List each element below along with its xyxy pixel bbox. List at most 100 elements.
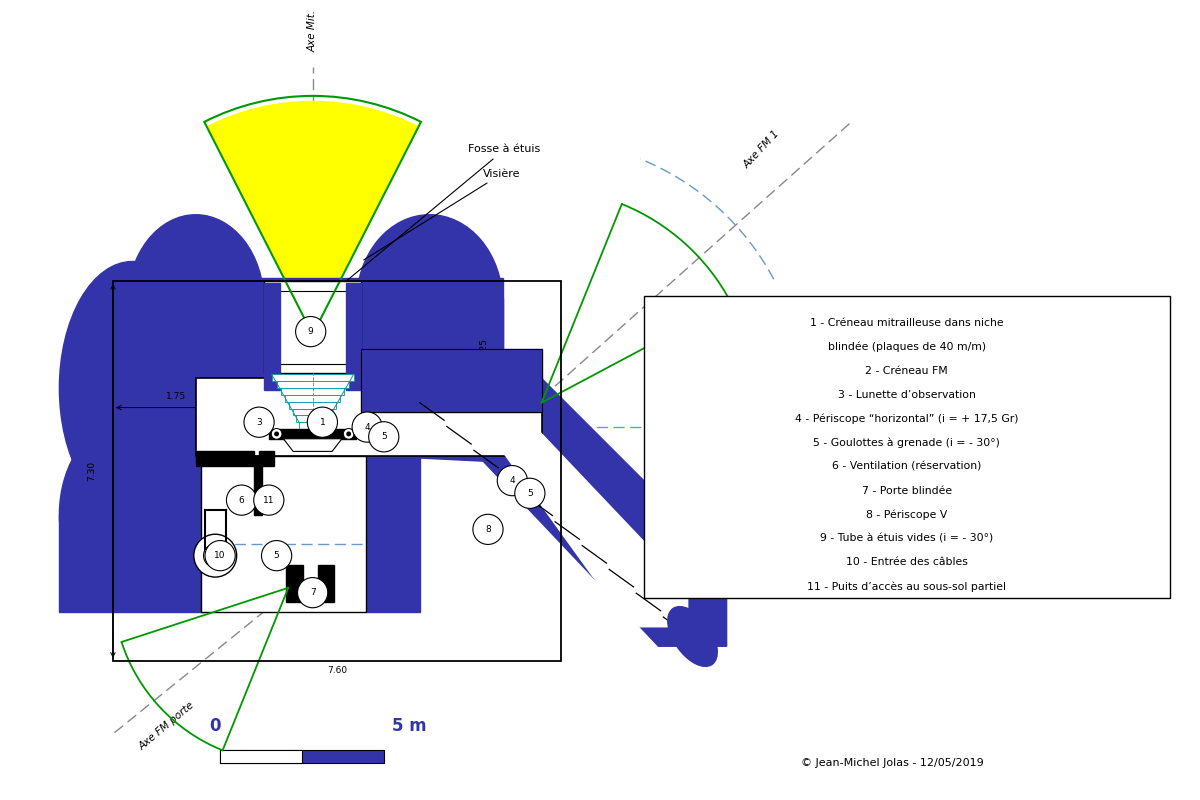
Text: 2 - Créneau FM: 2 - Créneau FM: [865, 366, 948, 376]
Bar: [361, 378, 503, 456]
Circle shape: [205, 541, 235, 570]
Text: Fosse à étuis: Fosse à étuis: [340, 145, 541, 287]
Text: Axe FM 1: Axe FM 1: [742, 129, 781, 170]
Text: 10: 10: [215, 551, 226, 560]
Bar: [220, 750, 384, 762]
Text: blindée (plaques de 40 m/m): blindée (plaques de 40 m/m): [828, 342, 986, 352]
Circle shape: [271, 429, 282, 439]
Text: 1.25: 1.25: [479, 337, 487, 357]
Text: 1.75: 1.75: [167, 392, 186, 401]
Bar: [361, 349, 541, 413]
Ellipse shape: [127, 214, 264, 390]
Text: 4: 4: [510, 476, 515, 485]
Circle shape: [274, 431, 280, 436]
Text: 3 - Lunette d’observation: 3 - Lunette d’observation: [838, 390, 976, 400]
Text: © Jean-Michel Jolas - 12/05/2019: © Jean-Michel Jolas - 12/05/2019: [800, 758, 984, 768]
Text: Visière: Visière: [364, 169, 521, 260]
Text: 1.25: 1.25: [290, 392, 311, 401]
Bar: [287, 566, 302, 602]
Circle shape: [253, 485, 284, 515]
Bar: [289, 402, 336, 409]
Bar: [269, 429, 356, 438]
Bar: [196, 451, 254, 466]
Bar: [196, 378, 541, 456]
Text: Axe Mit.: Axe Mit.: [307, 10, 318, 52]
Bar: [361, 349, 541, 413]
Bar: [254, 456, 262, 514]
Bar: [127, 378, 269, 456]
Ellipse shape: [667, 606, 718, 666]
Bar: [264, 281, 361, 374]
Text: 7 - Porte blindée: 7 - Porte blindée: [862, 486, 952, 496]
Bar: [264, 283, 280, 390]
Bar: [132, 388, 210, 514]
Text: 5: 5: [274, 551, 280, 560]
Text: 6: 6: [239, 496, 245, 505]
Bar: [299, 422, 326, 429]
Bar: [286, 395, 340, 402]
Circle shape: [368, 422, 398, 452]
Text: 1.75: 1.75: [442, 392, 462, 401]
Text: 7.60: 7.60: [326, 666, 347, 675]
Circle shape: [473, 514, 503, 545]
Bar: [356, 298, 503, 390]
Circle shape: [295, 317, 325, 346]
Circle shape: [298, 578, 328, 608]
Bar: [271, 374, 354, 382]
Text: 0: 0: [210, 717, 221, 735]
Bar: [282, 388, 344, 395]
Bar: [318, 566, 334, 602]
Text: 7.30: 7.30: [88, 461, 96, 481]
Ellipse shape: [59, 262, 205, 514]
Polygon shape: [283, 438, 342, 451]
Circle shape: [343, 429, 354, 439]
Circle shape: [262, 541, 292, 570]
Text: 11: 11: [263, 496, 275, 505]
Text: 11 - Puits d’accès au sous-sol partiel: 11 - Puits d’accès au sous-sol partiel: [808, 582, 1007, 592]
Polygon shape: [410, 398, 688, 626]
Text: 7: 7: [310, 588, 316, 597]
Circle shape: [352, 412, 383, 442]
Polygon shape: [385, 378, 727, 646]
Bar: [220, 750, 302, 762]
Bar: [366, 456, 420, 612]
Ellipse shape: [59, 418, 205, 612]
Bar: [127, 298, 264, 390]
Text: 8 - Périscope V: 8 - Périscope V: [866, 510, 948, 520]
Text: 8: 8: [485, 525, 491, 534]
Circle shape: [515, 478, 545, 509]
Bar: [200, 456, 366, 612]
Text: 5: 5: [527, 489, 533, 498]
Bar: [277, 382, 349, 388]
Text: 5: 5: [380, 432, 386, 442]
Text: 4: 4: [365, 422, 370, 431]
Bar: [296, 415, 329, 422]
Bar: [259, 451, 274, 466]
Circle shape: [347, 431, 352, 436]
Text: 9 - Tube à étuis vides (i = - 30°): 9 - Tube à étuis vides (i = - 30°): [821, 534, 994, 543]
Circle shape: [244, 407, 274, 438]
Text: 1 - Créneau mitrailleuse dans niche: 1 - Créneau mitrailleuse dans niche: [810, 318, 1003, 328]
Bar: [59, 514, 205, 612]
Bar: [293, 409, 332, 415]
Text: 10 - Entrée des câbles: 10 - Entrée des câbles: [846, 558, 967, 567]
Bar: [113, 281, 562, 661]
Text: 3: 3: [256, 418, 262, 426]
Circle shape: [194, 534, 236, 577]
Wedge shape: [206, 101, 419, 334]
Bar: [346, 283, 361, 390]
Text: 5 m: 5 m: [391, 717, 426, 735]
Circle shape: [307, 407, 337, 438]
Ellipse shape: [356, 214, 503, 390]
Circle shape: [204, 544, 227, 567]
Bar: [127, 278, 503, 390]
Circle shape: [227, 485, 257, 515]
Text: 9: 9: [308, 327, 313, 336]
Bar: [274, 290, 352, 364]
Circle shape: [497, 466, 528, 496]
Text: 5 - Goulottes à grenade (i = - 30°): 5 - Goulottes à grenade (i = - 30°): [814, 438, 1001, 448]
Bar: [644, 295, 1170, 598]
Text: 4 - Périscope “horizontal” (i = + 17,5 Gr): 4 - Périscope “horizontal” (i = + 17,5 G…: [796, 414, 1019, 424]
Text: 1: 1: [319, 418, 325, 426]
Text: Axe FM porte: Axe FM porte: [137, 700, 196, 752]
